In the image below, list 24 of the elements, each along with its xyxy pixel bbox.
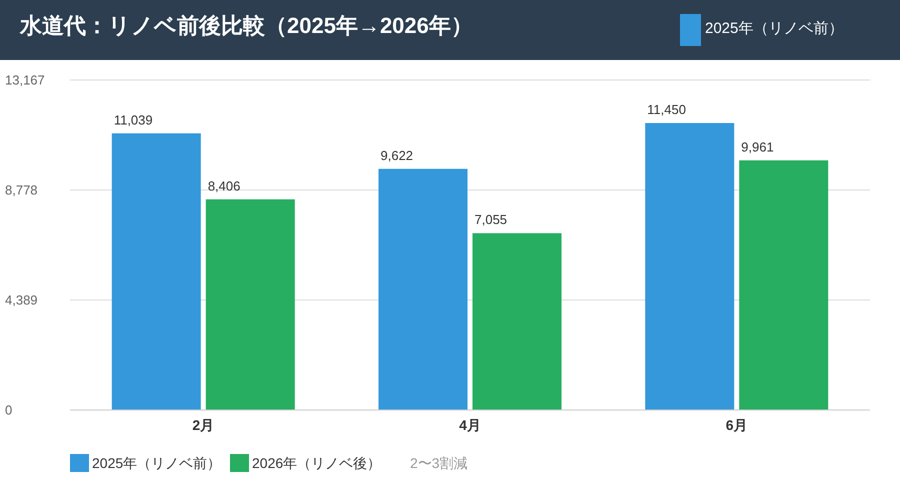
text: 2025年（リノベ前） bbox=[705, 20, 844, 37]
legend-label: 2025年（リノベ前） bbox=[92, 455, 222, 471]
bar bbox=[112, 133, 201, 410]
y-tick-label: 13,167 bbox=[5, 72, 45, 88]
y-tick-label: 8,778 bbox=[5, 182, 38, 198]
data-label: 9,961 bbox=[741, 139, 774, 154]
x-tick-label: 4月 bbox=[459, 417, 481, 433]
y-tick-label: 4,389 bbox=[5, 292, 38, 308]
legend-label: 2026年（リノベ後） bbox=[252, 455, 382, 471]
bar bbox=[645, 123, 734, 410]
bar bbox=[472, 233, 562, 410]
data-label: 9,622 bbox=[380, 148, 414, 163]
bar bbox=[206, 199, 295, 410]
data-label: 11,450 bbox=[647, 102, 686, 118]
bar bbox=[378, 168, 468, 410]
bar bbox=[739, 160, 828, 410]
text: 2〜3割減 bbox=[410, 455, 468, 471]
x-tick-label: 2月 bbox=[192, 417, 214, 433]
data-label: 7,055 bbox=[474, 212, 508, 228]
y-tick-label: 0 bbox=[5, 402, 12, 418]
x-tick-label: 6月 bbox=[726, 417, 748, 433]
chart-title: 水道代：リノベ前後比較（2025年→2026年） bbox=[19, 13, 473, 38]
data-label: 8,406 bbox=[208, 178, 240, 194]
data-label: 11,039 bbox=[114, 112, 153, 128]
